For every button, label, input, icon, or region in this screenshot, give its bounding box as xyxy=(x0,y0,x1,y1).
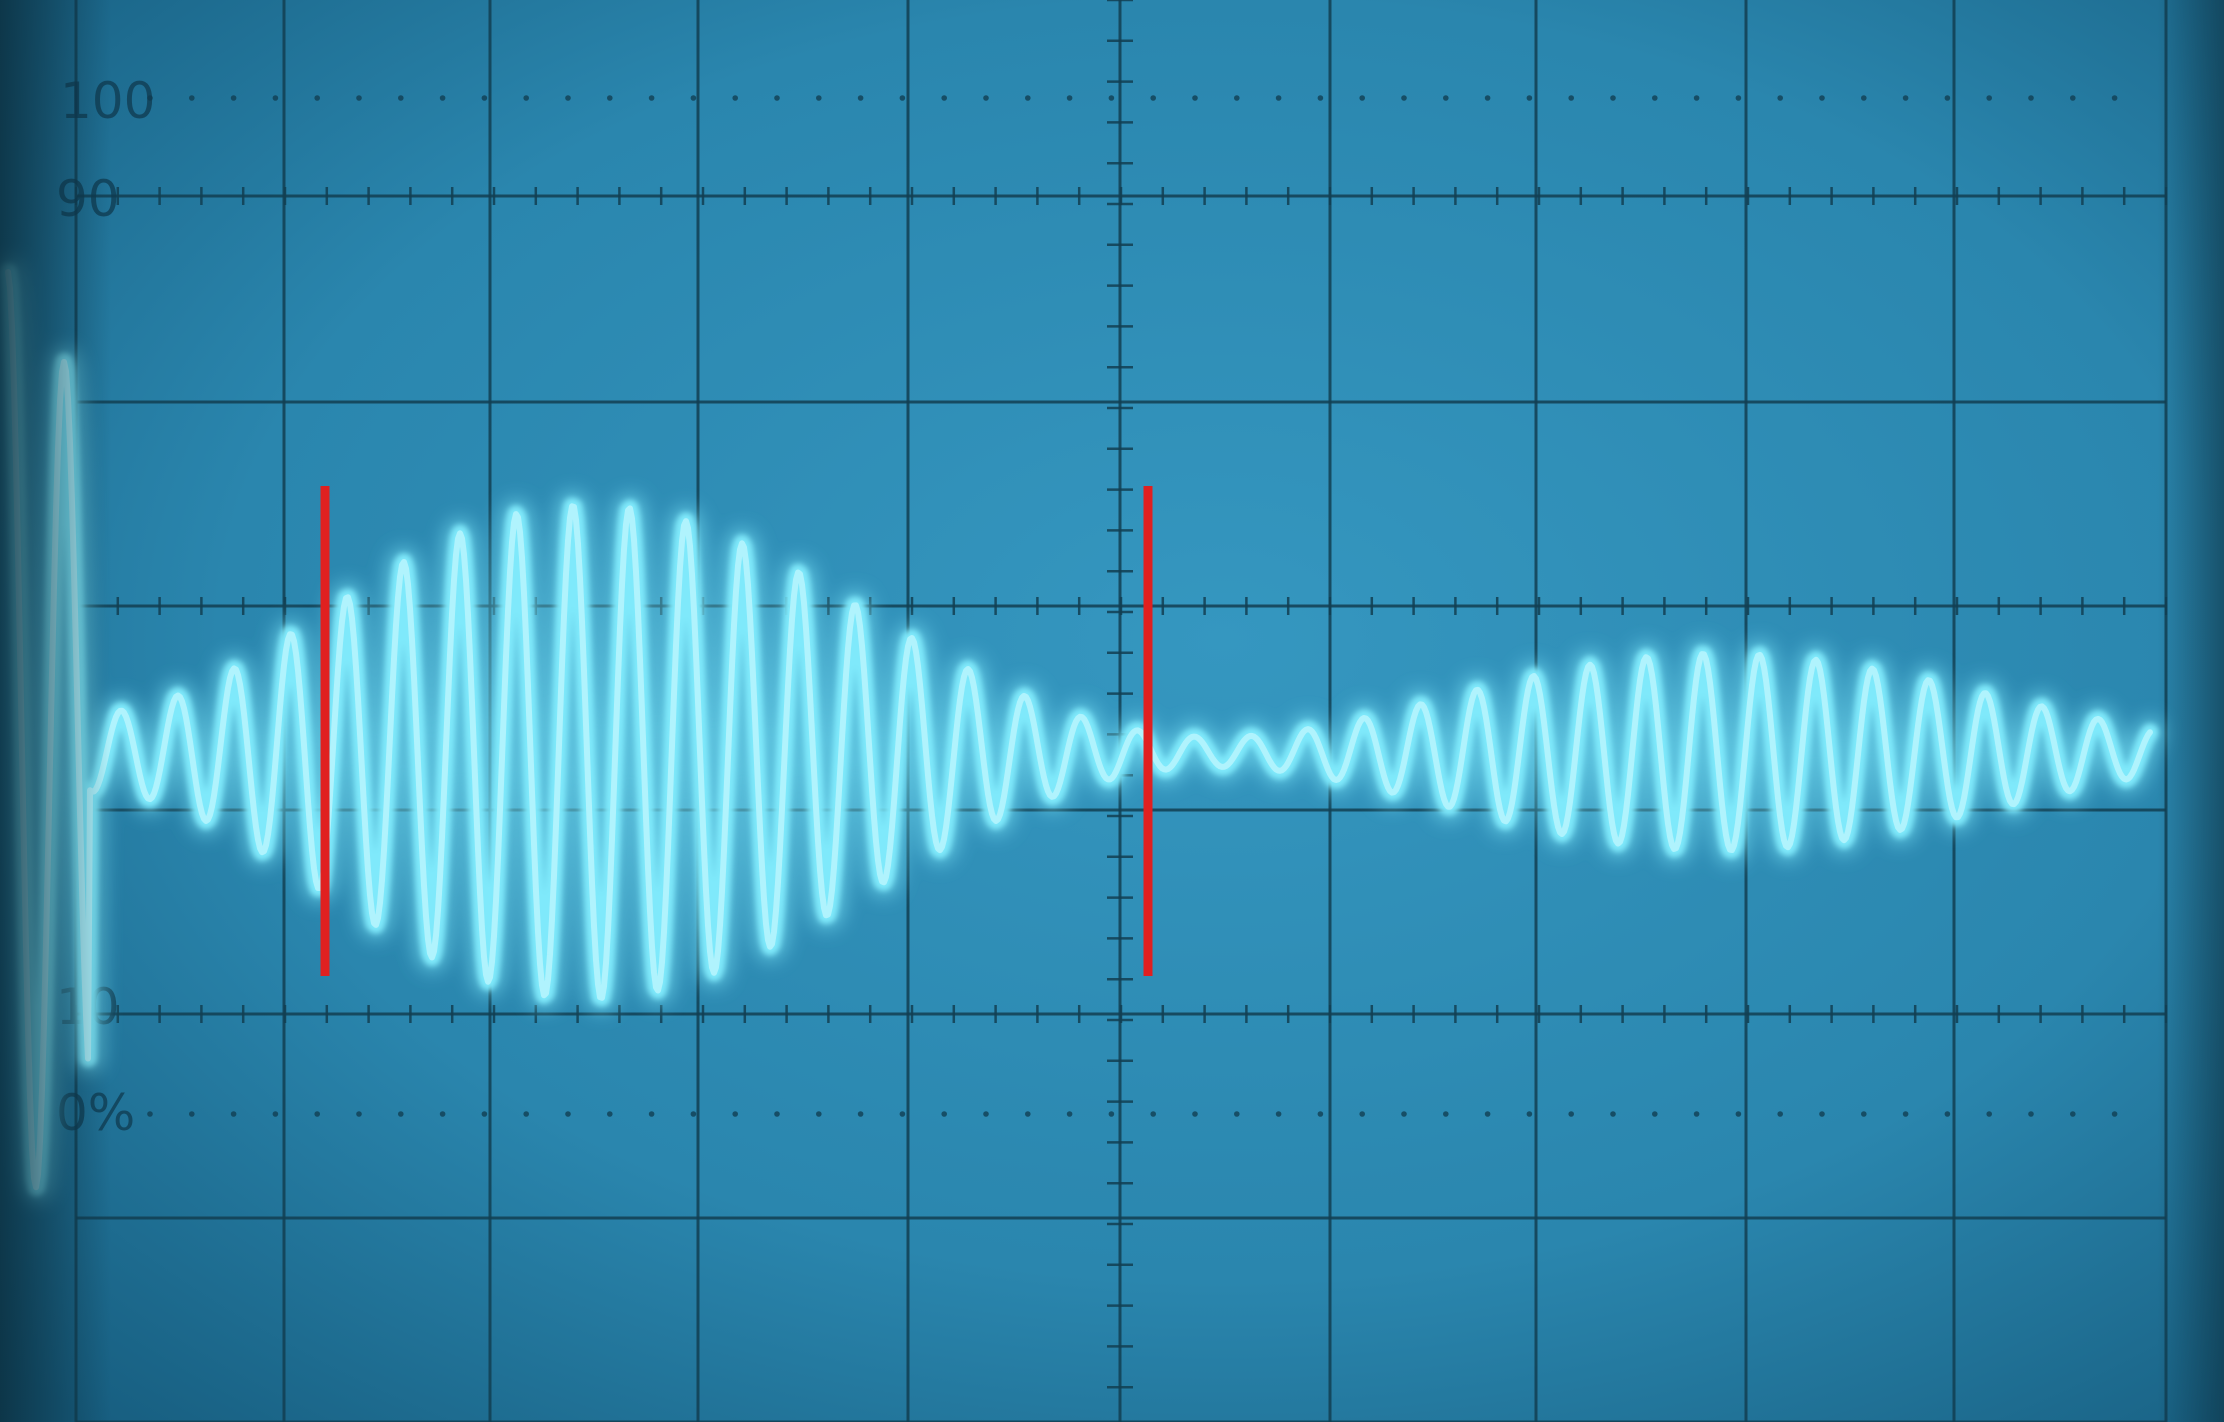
oscilloscope-screen: 100 90 10 0% xyxy=(0,0,2224,1422)
oscilloscope-display: 100 90 10 0% xyxy=(0,0,2224,1422)
screen-edge-vignette xyxy=(0,0,2224,1422)
